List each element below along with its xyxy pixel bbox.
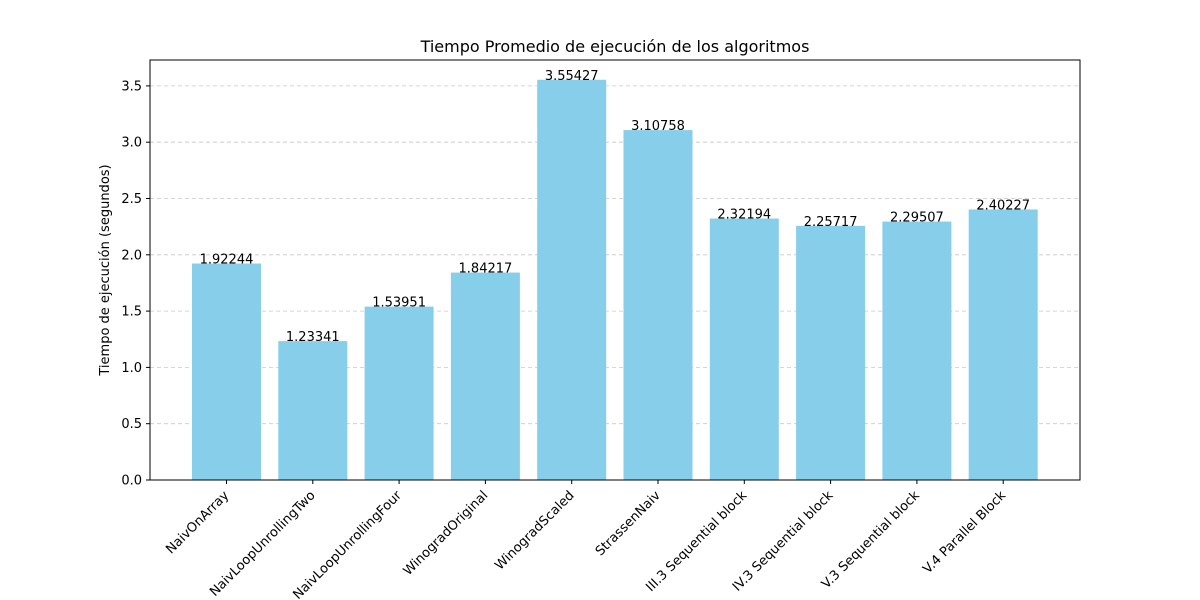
y-tick-label: 3.0 [121,136,142,151]
bar-value-label: 1.53951 [372,296,426,311]
y-tick-label: 0.0 [121,474,142,489]
x-tick-label: V.4 Parallel Block [920,488,1009,577]
x-tick-label: NaivOnArray [163,488,232,557]
y-tick-label: 1.0 [121,361,142,376]
x-tick-label: V.3 Sequential block [819,488,923,592]
bar [450,272,520,480]
bar [364,306,434,480]
bar-value-label: 2.40227 [976,199,1030,214]
bar-value-label: 1.92244 [200,253,254,268]
y-tick-label: 3.5 [121,79,142,94]
bar [709,218,779,480]
bars [192,79,1038,480]
bar-value-label: 3.55427 [545,69,599,84]
bar [796,225,866,480]
bar-value-label: 2.32194 [717,208,771,223]
x-tick-label: WinogradScaled [492,488,577,573]
bar [278,341,348,480]
bar-value-label: 2.29507 [890,211,944,226]
bar [537,79,607,480]
x-tick-label: StrassenNaiv [593,488,664,559]
plot-frame [149,59,1081,481]
bar [968,209,1038,480]
bar-value-labels: 1.92244 1.23341 1.53951 1.84217 3.55427 3.107… [200,69,1030,345]
y-tick-label: 2.5 [121,192,142,207]
bar-value-label: 1.23341 [286,330,340,345]
y-tick-label: 2.0 [121,248,142,263]
chart-title: Tiempo Promedio de ejecución de los algo… [420,37,810,56]
y-tick-label: 1.5 [121,305,142,320]
bar-value-label: 2.25717 [804,215,858,230]
bar [623,130,693,480]
bar [882,221,952,480]
y-axis-title: Tiempo de ejecución (segundos) [98,164,113,376]
y-tick-label: 0.5 [121,417,142,432]
bar [192,263,261,480]
bar-value-label: 1.84217 [459,262,513,277]
x-tick-label: WinogradOriginal [401,488,492,579]
bar-value-label: 3.10758 [631,119,685,134]
y-axis-ticks: 0.0 0.5 1.0 1.5 2.0 2.5 3.0 3.5 [121,79,150,489]
x-axis-ticks: NaivOnArrayNaivLoopUnrollingTwoNaivLoopU… [163,480,1009,600]
